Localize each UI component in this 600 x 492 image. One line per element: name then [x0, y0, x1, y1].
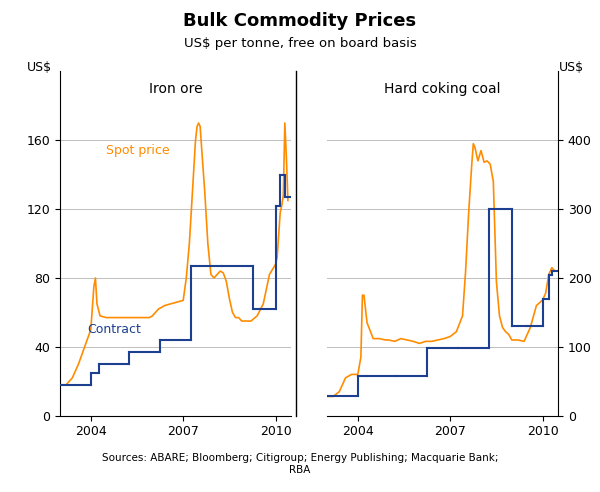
Text: Spot price: Spot price	[106, 144, 170, 157]
Text: Contract: Contract	[88, 323, 142, 336]
Text: Bulk Commodity Prices: Bulk Commodity Prices	[184, 12, 416, 31]
Text: Sources: ABARE; Bloomberg; Citigroup; Energy Publishing; Macquarie Bank;
RBA: Sources: ABARE; Bloomberg; Citigroup; En…	[102, 453, 498, 475]
Text: Hard coking coal: Hard coking coal	[384, 82, 501, 95]
Text: US$: US$	[559, 62, 584, 74]
Text: US$: US$	[26, 62, 52, 74]
Text: Iron ore: Iron ore	[149, 82, 202, 95]
Text: US$ per tonne, free on board basis: US$ per tonne, free on board basis	[184, 37, 416, 50]
